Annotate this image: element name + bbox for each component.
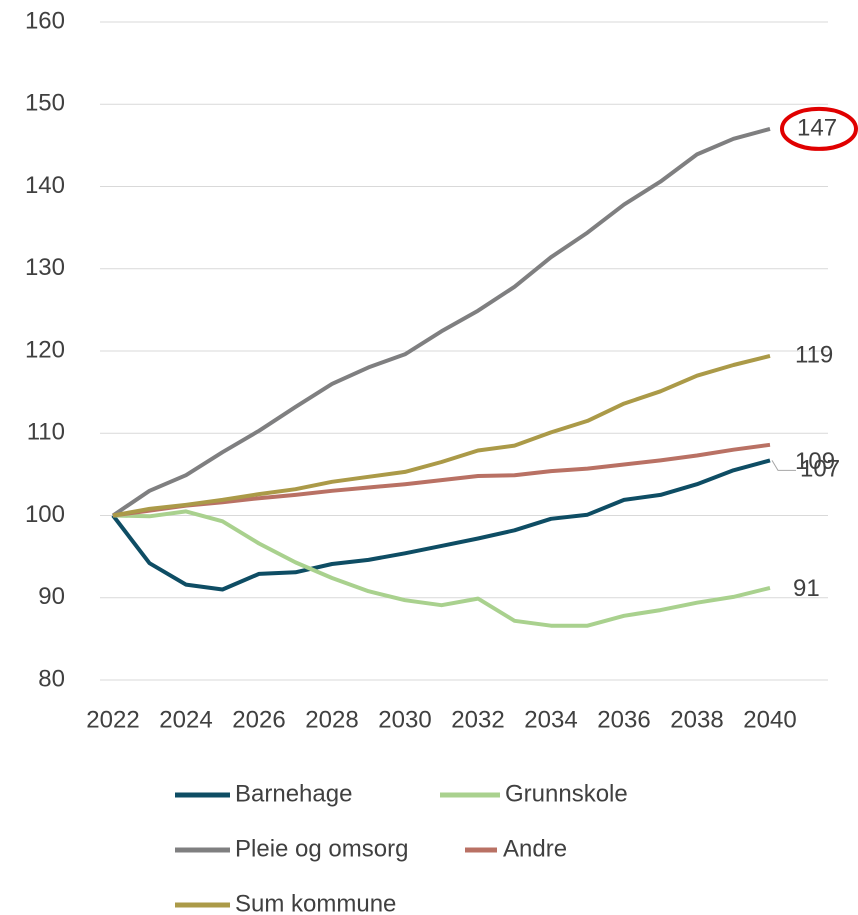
data-label: 119 bbox=[795, 341, 833, 368]
legend-label: Pleie og omsorg bbox=[235, 835, 408, 862]
y-tick-label: 110 bbox=[27, 419, 65, 446]
y-tick-label: 80 bbox=[38, 665, 65, 692]
series-line bbox=[111, 126, 771, 518]
series-line bbox=[112, 509, 771, 628]
legend-label: Sum kommune bbox=[235, 890, 396, 915]
x-tick-label: 2024 bbox=[159, 706, 212, 733]
x-tick-label: 2022 bbox=[86, 706, 139, 733]
y-tick-label: 140 bbox=[25, 172, 65, 199]
data-label: 91 bbox=[793, 575, 820, 602]
x-tick-label: 2038 bbox=[670, 706, 723, 733]
legend-label: Barnehage bbox=[235, 780, 352, 807]
y-tick-label: 90 bbox=[38, 583, 65, 610]
y-tick-label: 120 bbox=[25, 336, 65, 363]
x-tick-label: 2034 bbox=[524, 706, 577, 733]
y-tick-label: 130 bbox=[25, 254, 65, 281]
leader-line bbox=[771, 460, 796, 471]
legend-label: Andre bbox=[503, 835, 567, 862]
legend-label: Grunnskole bbox=[505, 780, 628, 807]
x-tick-label: 2036 bbox=[597, 706, 650, 733]
x-tick-label: 2026 bbox=[232, 706, 285, 733]
data-label: 147 bbox=[797, 114, 837, 141]
x-tick-label: 2030 bbox=[378, 706, 431, 733]
y-tick-label: 160 bbox=[25, 7, 65, 34]
series-line bbox=[112, 353, 771, 518]
series-line bbox=[111, 458, 771, 592]
series-line bbox=[112, 442, 771, 518]
lines bbox=[111, 126, 771, 628]
x-tick-label: 2028 bbox=[305, 706, 358, 733]
y-tick-label: 150 bbox=[25, 90, 65, 117]
y-tick-label: 100 bbox=[25, 501, 65, 528]
highlight-ellipse bbox=[780, 106, 858, 151]
x-tick-label: 2032 bbox=[451, 706, 504, 733]
x-tick-label: 2040 bbox=[743, 706, 796, 733]
data-label: 109 bbox=[795, 448, 835, 475]
grid bbox=[100, 21, 828, 681]
data-label: 107 bbox=[800, 456, 840, 483]
